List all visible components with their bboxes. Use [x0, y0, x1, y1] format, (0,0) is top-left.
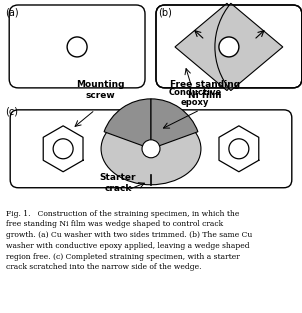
Text: Mounting
screw: Mounting screw	[76, 80, 124, 100]
Circle shape	[229, 139, 249, 159]
FancyBboxPatch shape	[10, 110, 292, 188]
Text: Fig. 1.   Construction of the straining specimen, in which the
free standing Ni : Fig. 1. Construction of the straining sp…	[6, 210, 252, 271]
Text: Starter
crack: Starter crack	[100, 173, 136, 193]
Circle shape	[53, 139, 73, 159]
Wedge shape	[175, 3, 243, 90]
Text: Free standing
Ni film: Free standing Ni film	[170, 80, 240, 100]
Wedge shape	[104, 99, 151, 149]
Polygon shape	[219, 126, 259, 172]
Wedge shape	[215, 3, 283, 90]
Circle shape	[219, 37, 239, 57]
FancyBboxPatch shape	[9, 5, 145, 88]
Wedge shape	[151, 99, 198, 149]
Text: (c): (c)	[5, 107, 18, 117]
Circle shape	[67, 37, 87, 57]
Circle shape	[142, 140, 160, 158]
Polygon shape	[43, 126, 83, 172]
Text: (a): (a)	[5, 8, 19, 18]
FancyBboxPatch shape	[156, 5, 302, 88]
Text: Conductive
epoxy: Conductive epoxy	[168, 88, 222, 107]
Ellipse shape	[101, 113, 201, 185]
Text: (b): (b)	[158, 8, 172, 18]
